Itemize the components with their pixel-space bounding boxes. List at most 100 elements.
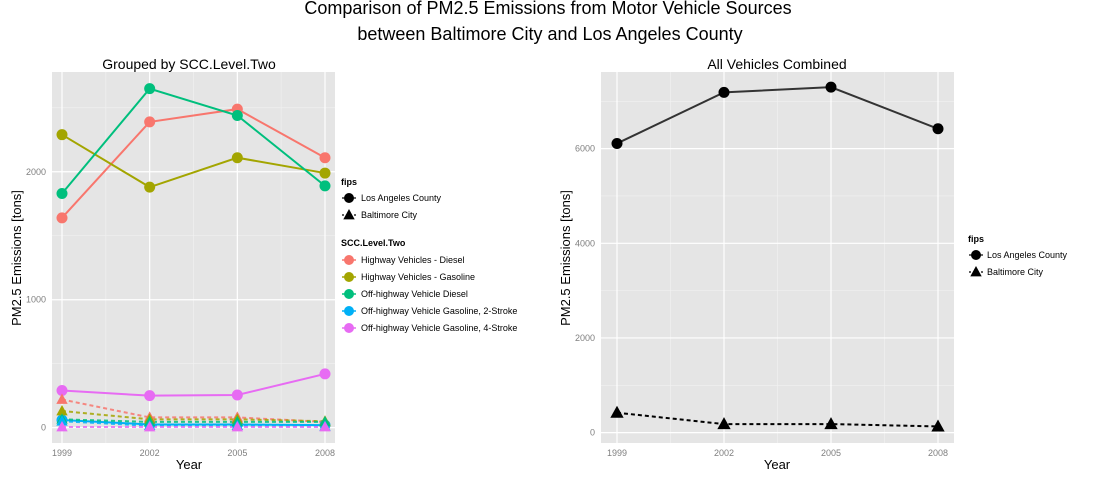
right-legend-label: Los Angeles County — [987, 250, 1068, 260]
right-y-tick-labels: 0 2000 4000 6000 — [575, 144, 595, 438]
left-legend-scc-items: Highway Vehicles - Diesel Highway Vehicle… — [342, 255, 517, 333]
left-series-line — [61, 372, 326, 397]
right-x-tick-label: 1999 — [607, 448, 627, 458]
left-y-tick-label: 1000 — [26, 295, 46, 305]
right-y-tick-label: 4000 — [575, 238, 595, 248]
legend-key-triangle — [343, 209, 355, 220]
left-legend-scc-label: Off-highway Vehicle Gasoline, 4-Stroke — [361, 323, 517, 333]
left-data-point — [144, 83, 156, 95]
left-data-point — [56, 421, 68, 432]
left-data-point — [231, 152, 243, 164]
left-series-points — [56, 83, 331, 432]
right-data-point — [932, 123, 944, 135]
left-data-point — [319, 167, 331, 179]
left-x-tick-labels: 1999 2002 2005 2008 — [52, 448, 335, 458]
right-gridlines — [601, 72, 954, 443]
left-legend-scc-label: Highway Vehicles - Gasoline — [361, 272, 475, 282]
legend-key-circle — [344, 306, 354, 316]
left-series-line — [61, 133, 326, 189]
left-legend-fips-label: Baltimore City — [361, 210, 418, 220]
left-data-point — [144, 181, 156, 193]
left-series-line — [61, 418, 326, 427]
left-chart-panel: Grouped by SCC.Level.Two 0 1000 2000 1999 2… — [9, 56, 335, 472]
left-data-point — [231, 109, 243, 121]
right-x-tick-label: 2008 — [928, 448, 948, 458]
right-chart-panel: All Vehicles Combined 0 2000 4000 6000 1999… — [558, 56, 954, 472]
right-x-tick-labels: 1999 2002 2005 2008 — [607, 448, 948, 458]
right-y-axis-label: PM2.5 Emissions [tons] — [558, 190, 573, 326]
left-legend-fips-title: fips — [341, 177, 357, 187]
left-data-point — [319, 368, 331, 380]
right-data-point — [931, 419, 945, 432]
left-data-point — [144, 116, 156, 128]
figure-title-line1: Comparison of PM2.5 Emissions from Motor… — [304, 0, 791, 18]
right-chart-title: All Vehicles Combined — [707, 56, 846, 72]
right-x-tick-label: 2002 — [714, 448, 734, 458]
right-legend-label: Baltimore City — [987, 267, 1044, 277]
left-data-point — [56, 393, 68, 404]
left-series-line — [61, 108, 326, 219]
right-data-point — [718, 86, 730, 98]
left-y-tick-label: 2000 — [26, 167, 46, 177]
left-data-point — [56, 188, 68, 200]
right-legend-title: fips — [968, 234, 984, 244]
left-data-point — [231, 389, 243, 401]
left-legend: fips Los Angeles County Baltimore City SC… — [341, 177, 517, 333]
right-y-tick-label: 6000 — [575, 144, 595, 154]
left-chart-title: Grouped by SCC.Level.Two — [102, 56, 276, 72]
figure-title-line2: between Baltimore City and Los Angeles C… — [357, 24, 742, 44]
left-data-point — [56, 385, 68, 397]
left-x-tick-label: 2005 — [227, 448, 247, 458]
left-series-lines — [61, 87, 326, 429]
left-data-point — [56, 212, 68, 224]
left-data-point — [319, 421, 331, 432]
right-y-tick-label: 0 — [590, 428, 595, 438]
left-x-axis-label: Year — [176, 457, 203, 472]
right-series-line — [616, 411, 939, 428]
left-legend-fips-label: Los Angeles County — [361, 193, 442, 203]
left-legend-scc-label: Off-highway Vehicle Gasoline, 2-Stroke — [361, 306, 517, 316]
legend-key-circle — [344, 289, 354, 299]
right-legend-items: Los Angeles County Baltimore City — [969, 250, 1068, 277]
left-y-axis-label: PM2.5 Emissions [tons] — [9, 190, 24, 326]
left-x-tick-label: 2002 — [140, 448, 160, 458]
left-data-point — [56, 415, 68, 426]
right-series-points — [610, 81, 945, 432]
left-data-point — [319, 152, 331, 164]
legend-key-circle — [971, 250, 981, 260]
left-series-line — [61, 398, 326, 423]
left-legend-fips-items: Los Angeles County Baltimore City — [342, 193, 442, 220]
left-data-point — [56, 129, 68, 141]
left-series-line — [61, 418, 325, 423]
left-y-tick-label: 0 — [41, 423, 46, 433]
left-series-line — [61, 410, 326, 423]
right-data-point — [825, 81, 837, 93]
right-legend: fips Los Angeles County Baltimore City — [968, 234, 1068, 277]
left-x-tick-label: 1999 — [52, 448, 72, 458]
legend-key-triangle — [970, 266, 982, 277]
right-data-point — [824, 417, 838, 430]
right-data-point — [611, 137, 623, 149]
left-data-point — [231, 421, 244, 432]
left-legend-scc-label: Highway Vehicles - Diesel — [361, 255, 465, 265]
left-legend-scc-label: Off-highway Vehicle Diesel — [361, 289, 468, 299]
left-series-line — [61, 87, 326, 195]
left-data-point — [144, 390, 156, 402]
left-data-point — [319, 180, 331, 192]
left-data-point — [143, 421, 156, 432]
right-y-tick-label: 2000 — [575, 333, 595, 343]
right-data-point — [610, 405, 624, 418]
legend-key-circle — [344, 323, 354, 333]
legend-key-circle — [344, 255, 354, 265]
right-series-lines — [616, 86, 939, 428]
right-series-line — [616, 86, 939, 145]
left-legend-scc-title: SCC.Level.Two — [341, 238, 406, 248]
right-x-tick-label: 2005 — [821, 448, 841, 458]
right-x-axis-label: Year — [764, 457, 791, 472]
left-y-tick-labels: 0 1000 2000 — [26, 167, 46, 433]
right-data-point — [717, 417, 731, 430]
left-data-point — [56, 405, 68, 416]
left-x-tick-label: 2008 — [315, 448, 335, 458]
legend-key-circle — [344, 272, 354, 282]
